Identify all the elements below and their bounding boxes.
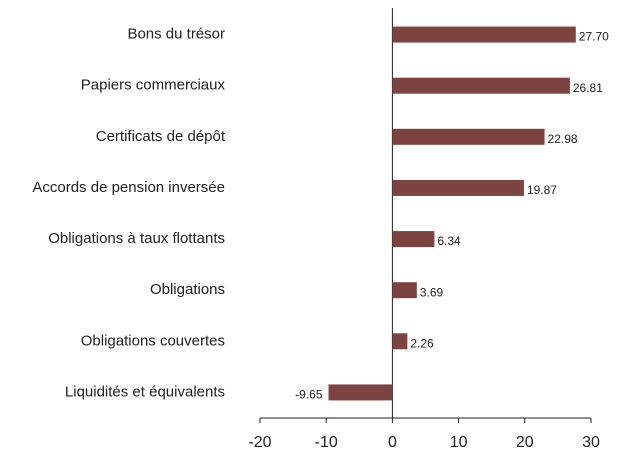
x-tick-label: 30 (582, 434, 600, 451)
data-label: 2.26 (410, 336, 434, 350)
bar (392, 282, 417, 299)
bar (392, 179, 524, 196)
data-label: -9.65 (295, 388, 323, 402)
data-label: 3.69 (420, 285, 444, 299)
bar (392, 231, 435, 248)
data-label: 6.34 (437, 234, 461, 248)
bar (392, 77, 570, 94)
y-tick-label: Liquidités et équivalents (65, 383, 225, 400)
bar (392, 333, 408, 350)
y-tick-label: Certificats de dépôt (96, 128, 226, 145)
x-tick-label: 20 (516, 434, 534, 451)
y-tick-label: Papiers commerciaux (81, 77, 226, 94)
bar (328, 384, 393, 401)
data-label: 22.98 (548, 132, 578, 146)
y-tick-label: Bons du trésor (127, 26, 225, 43)
y-tick-label: Obligations couvertes (81, 332, 225, 349)
bar (392, 128, 545, 145)
x-tick-label: 10 (450, 434, 468, 451)
data-label: 26.81 (573, 81, 603, 95)
data-label: 19.87 (527, 183, 557, 197)
y-tick-label: Accords de pension inversée (32, 179, 225, 196)
y-tick-label: Obligations (150, 281, 225, 298)
bar (392, 26, 576, 43)
x-tick-label: -10 (315, 434, 338, 451)
data-label: 27.70 (579, 30, 609, 44)
y-tick-label: Obligations à taux flottants (48, 230, 225, 247)
x-tick-label: -20 (248, 434, 271, 451)
x-tick-label: 0 (388, 434, 397, 451)
